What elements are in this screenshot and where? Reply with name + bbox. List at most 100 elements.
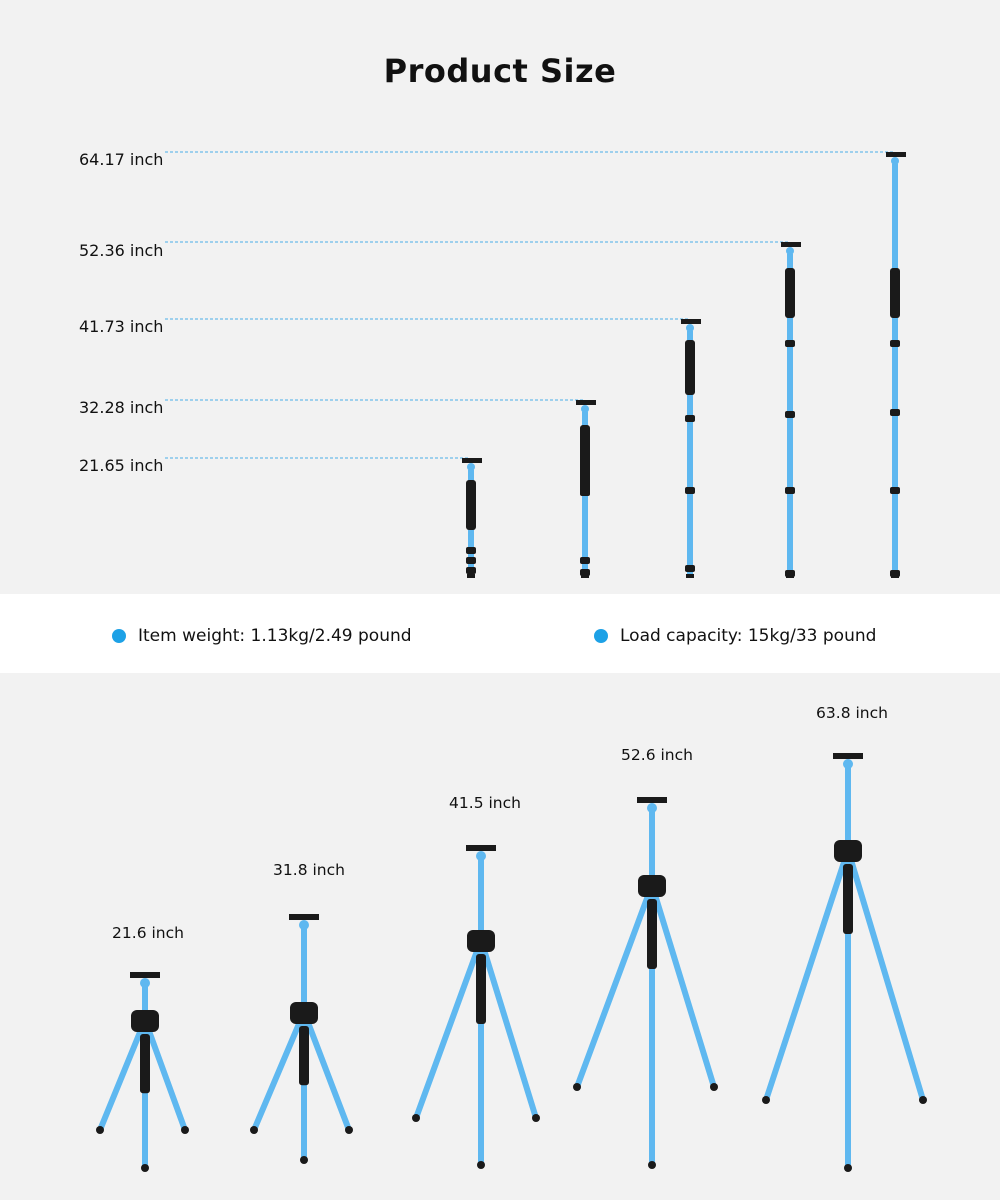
tripod-leg <box>301 1009 352 1133</box>
monopod-plate <box>462 458 482 463</box>
monopod-ball-head <box>467 463 475 471</box>
tripod-0 <box>96 972 189 1172</box>
tripod-leg <box>763 847 851 1103</box>
height-label-64: 64.17 inch <box>79 150 164 169</box>
tripod-foot <box>345 1126 353 1134</box>
tripod-label-52: 52.6 inch <box>621 746 693 764</box>
spec-weight-text: Item weight: 1.13kg/2.49 pound <box>138 626 412 646</box>
monopod-plate <box>681 319 701 324</box>
tripod-hub <box>131 1010 159 1032</box>
tripod-center-column <box>478 859 484 940</box>
tripod-foot <box>919 1096 927 1104</box>
monopod-tube <box>687 331 693 575</box>
monopod-clamp <box>466 547 476 554</box>
tripod-ball-head <box>647 803 657 813</box>
tripod-ball-head <box>843 759 853 769</box>
tripod-plate <box>130 972 160 978</box>
monopod-clamp <box>890 409 900 416</box>
monopod-foot <box>581 574 589 578</box>
spec-band <box>0 594 1000 673</box>
tripod-foot <box>762 1096 770 1104</box>
monopod-grip <box>890 268 900 318</box>
tripod-leg <box>413 937 484 1121</box>
monopod-clamp <box>580 557 590 564</box>
page-title: Product Size <box>383 52 617 90</box>
tripod-leg <box>845 847 926 1103</box>
tripod-foot <box>844 1164 852 1172</box>
height-label-32: 32.28 inch <box>79 398 164 417</box>
monopod-ball-head <box>786 247 794 255</box>
tripod-center-column <box>142 986 148 1020</box>
monopod-clamp <box>890 340 900 347</box>
tripod-leg <box>251 1009 307 1133</box>
tripod-hub <box>290 1002 318 1024</box>
monopod-size-section: 64.17 inch 52.36 inch 41.73 inch 32.28 i… <box>0 0 1000 594</box>
tripod-4 <box>762 753 927 1172</box>
monopod-clamp <box>580 489 590 496</box>
monopod-3 <box>781 242 801 578</box>
tripod-hub <box>467 930 495 952</box>
tripod-1 <box>250 914 353 1164</box>
dashed-guide-lines <box>165 151 895 459</box>
tripod-plate <box>637 797 667 803</box>
spec-capacity-text: Load capacity: 15kg/33 pound <box>620 626 877 646</box>
tripod-leg <box>574 882 655 1090</box>
monopod-foot <box>467 574 475 578</box>
tripod-foot <box>573 1083 581 1091</box>
tripod-label-41: 41.5 inch <box>449 794 521 812</box>
tripod-hub <box>834 840 862 862</box>
monopod-0 <box>462 458 482 578</box>
tripod-foot <box>648 1161 656 1169</box>
tripod-plate <box>466 845 496 851</box>
tripod-leg <box>97 1017 148 1133</box>
monopod-illustration <box>165 151 906 578</box>
monopod-foot <box>891 574 899 578</box>
monopod-ball-head <box>581 405 589 413</box>
monopod-plate <box>576 400 596 405</box>
tripod-grip <box>299 1026 309 1086</box>
tripod-leg <box>478 937 539 1121</box>
monopod-grip <box>466 480 476 530</box>
monopod-clamp <box>785 340 795 347</box>
spec-capacity: Load capacity: 15kg/33 pound <box>594 626 876 646</box>
bullet-dot-icon <box>594 629 608 643</box>
tripod-foot <box>300 1156 308 1164</box>
monopod-clamp <box>785 487 795 494</box>
tripod-foot <box>250 1126 258 1134</box>
tripod-foot <box>477 1161 485 1169</box>
spec-weight: Item weight: 1.13kg/2.49 pound <box>112 626 412 646</box>
height-label-21: 21.65 inch <box>79 456 164 475</box>
tripod-foot <box>412 1114 420 1122</box>
monopod-1 <box>576 400 596 578</box>
monopod-clamp <box>685 415 695 422</box>
monopod-clamp <box>685 565 695 572</box>
tripod-foot <box>141 1164 149 1172</box>
monopod-foot <box>786 574 794 578</box>
tripod-center-column <box>845 767 851 850</box>
monopod-plate <box>781 242 801 247</box>
tripod-leg <box>142 1017 188 1133</box>
monopod-4 <box>886 152 906 578</box>
tripod-label-21: 21.6 inch <box>112 924 184 942</box>
monopod-foot <box>686 574 694 578</box>
tripod-foot <box>710 1083 718 1091</box>
monopod-ball-head <box>891 157 899 165</box>
monopod-clamp <box>890 487 900 494</box>
tripod-grip <box>476 954 486 1024</box>
tripod-foot <box>96 1126 104 1134</box>
tripod-leg <box>649 882 717 1090</box>
tripod-3 <box>573 797 718 1169</box>
monopod-tube <box>892 164 898 575</box>
tripod-grip <box>843 864 853 934</box>
bullet-dot-icon <box>112 629 126 643</box>
monopod-clamp <box>685 487 695 494</box>
monopod-clamp <box>466 557 476 564</box>
tripod-plate <box>833 753 863 759</box>
tripod-label-63: 63.8 inch <box>816 704 888 722</box>
tripod-plate <box>289 914 319 920</box>
monopod-ball-head <box>686 324 694 332</box>
tripod-ball-head <box>476 851 486 861</box>
tripod-hub <box>638 875 666 897</box>
tripod-grip <box>647 899 657 969</box>
